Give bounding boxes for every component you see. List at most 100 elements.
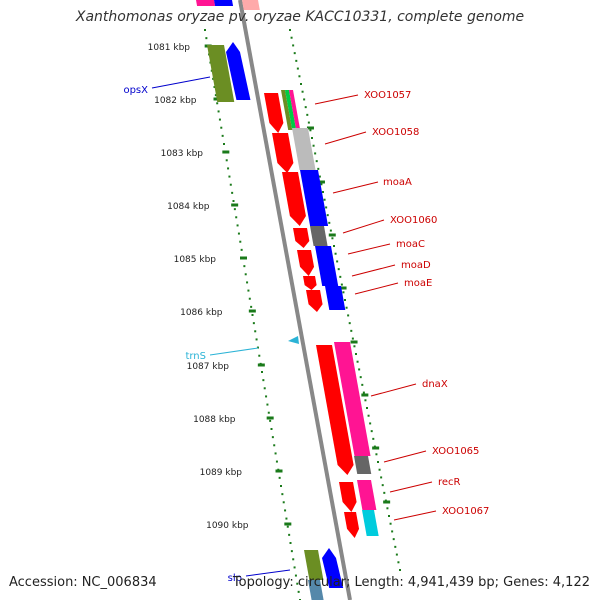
left-tick-track-dot (239, 240, 242, 243)
scale-label: 1085 kbp (174, 255, 217, 265)
gene-red-6 (303, 276, 317, 290)
left-tick-track-dot (270, 428, 273, 430)
gene-label-opsx: opsX (123, 85, 148, 96)
left-tick-track-dot (214, 94, 217, 97)
scale-label: 1088 kbp (193, 415, 236, 425)
right-tick-track-dot (318, 175, 321, 178)
gene-label-recr: recR (438, 477, 461, 488)
left-tick-track-dot (237, 232, 240, 235)
left-tick-track-dot (265, 395, 268, 398)
accession-info: Accession: NC_006834 (9, 575, 157, 590)
right-tick-track-dot (317, 167, 320, 170)
right-tick-track-dot (304, 106, 307, 109)
gene-label-trns: trnS (185, 351, 206, 362)
topology-info: Topology: circular; Length: 4,941,439 bp… (232, 575, 590, 590)
scale-label: 1087 kbp (187, 362, 230, 372)
left-tick-track-dot (263, 387, 266, 390)
gene-red-7 (306, 290, 323, 312)
scale-label: 1081 kbp (148, 43, 191, 53)
right-tick-track-dot (348, 322, 351, 325)
left-tick-track-dot (282, 501, 285, 504)
left-tick-track-dot (223, 143, 225, 145)
right-tick-track-dot (351, 337, 354, 340)
gene-opsx-olive (207, 45, 235, 102)
right-tick-track-dot (386, 507, 389, 510)
left-tick-track-dot (292, 558, 295, 561)
left-tick-track-dot (205, 37, 208, 40)
right-tick-track-dot (359, 376, 362, 379)
right-tick-track-dot (328, 221, 331, 224)
label-leader-line (209, 347, 259, 356)
left-tick-track-dot (293, 566, 296, 569)
gene-red-3 (282, 172, 306, 226)
left-tick-track-dot (235, 216, 238, 219)
left-tick-track-dot (278, 476, 281, 479)
right-tick-track-dot (356, 360, 359, 363)
left-tick-track-dot (274, 452, 277, 455)
left-tick-track-dot (254, 330, 257, 333)
gene-slp-blue (322, 548, 344, 588)
right-tick-track-dot (306, 113, 309, 116)
right-tick-track-dot (347, 314, 350, 317)
left-tick-track-dot (289, 542, 292, 544)
right-tick-track-dot (342, 291, 345, 294)
left-tick-track-dot (204, 29, 206, 31)
left-tick-track-dot (233, 208, 236, 211)
left-tick-track-dot (213, 86, 216, 88)
right-tick-track-dot (370, 430, 373, 433)
left-tick-track-dot (221, 134, 224, 137)
right-tick-track-dot (309, 129, 312, 132)
scale-label: 1090 kbp (206, 521, 249, 531)
left-tick-track-dot (246, 281, 249, 284)
gene-label-xoo1058: XOO1058 (372, 127, 419, 138)
left-tick-track-dot (296, 582, 299, 585)
left-tick-track-dot (262, 379, 265, 382)
left-tick-track-dot (284, 509, 287, 512)
gene-small-magenta (289, 90, 301, 130)
right-tick-track-dot (394, 545, 397, 548)
gene-red-1 (264, 93, 284, 133)
scale-label: 1089 kbp (200, 468, 243, 478)
right-tick-track-dot (375, 453, 378, 456)
left-tick-track-dot (251, 314, 254, 316)
left-tick-track-dot (240, 248, 243, 251)
right-tick-track-dot (323, 198, 326, 201)
left-tick-track-dot (220, 126, 223, 129)
gene-label-xoo1067: XOO1067 (442, 506, 489, 517)
gene-xoo1067 (362, 510, 379, 536)
right-tick-track-dot (388, 515, 390, 517)
right-tick-track-dot (345, 306, 348, 309)
right-tick-track-dot (331, 237, 334, 240)
left-tick-track-dot (261, 371, 263, 373)
gene-xoo1065 (354, 456, 372, 474)
gene-xoo1058 (292, 128, 316, 170)
right-tick-track-dot (391, 530, 394, 533)
right-tick-track-dot (358, 368, 361, 371)
label-leader-line (314, 94, 359, 105)
right-tick-track-dot (383, 491, 386, 494)
left-tick-track-dot (297, 590, 300, 593)
gene-slp-olive (304, 550, 324, 580)
label-leader-line (151, 76, 211, 89)
left-tick-track-dot (227, 167, 230, 170)
backbone-line (238, 0, 352, 601)
rna-trns (288, 336, 299, 344)
left-tick-track-dot (218, 118, 221, 121)
left-tick-track-dot (216, 102, 219, 105)
left-tick-track-dot (250, 305, 253, 308)
right-tick-track-dot (312, 144, 315, 147)
gene-opsx-blue (226, 42, 251, 100)
right-tick-track-dot (325, 206, 328, 209)
right-tick-track-dot (355, 353, 357, 355)
scale-label: 1083 kbp (161, 149, 204, 159)
left-tick-track-dot (266, 403, 269, 406)
gene-label-xoo1057: XOO1057 (364, 90, 411, 101)
right-tick-track-dot (307, 121, 310, 124)
left-tick-track-dot (280, 485, 282, 487)
right-tick-track-dot (296, 67, 299, 70)
right-tick-track-dot (353, 345, 356, 348)
right-tick-track-dot (395, 553, 398, 556)
label-leader-line (342, 219, 385, 234)
right-tick-track-dot (364, 399, 367, 402)
scale-label: 1082 kbp (154, 96, 197, 106)
